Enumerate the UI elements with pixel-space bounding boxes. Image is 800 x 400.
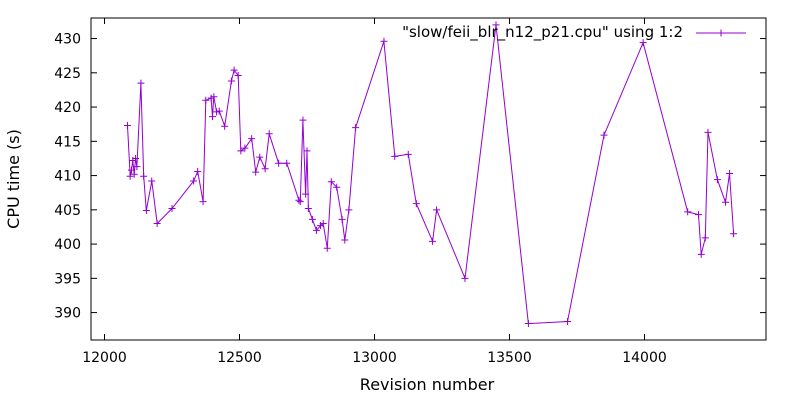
data-point — [722, 198, 729, 206]
legend-label: "slow/feii_blr_n12_p21.cpu" using 1:2 — [402, 23, 683, 42]
data-point — [230, 66, 238, 74]
legend-marker — [717, 29, 725, 37]
data-point — [194, 167, 202, 175]
data-point — [345, 206, 353, 214]
x-tick-label: 13500 — [487, 350, 532, 366]
data-point — [391, 152, 399, 160]
data-point — [215, 107, 223, 115]
x-tick-label: 12000 — [82, 350, 127, 366]
data-point — [299, 116, 307, 124]
data-point — [461, 274, 469, 282]
legend: "slow/feii_blr_n12_p21.cpu" using 1:2 — [402, 23, 746, 42]
data-point — [265, 130, 273, 138]
data-point — [199, 198, 207, 206]
data-point — [148, 177, 156, 185]
data-point — [327, 178, 335, 186]
data-point — [308, 215, 316, 223]
series-markers — [123, 21, 738, 328]
data-point — [312, 226, 320, 234]
y-tick-label: 425 — [54, 66, 81, 82]
data-point — [137, 79, 145, 87]
data-point — [701, 234, 709, 242]
data-point — [333, 183, 341, 191]
data-point — [256, 153, 264, 161]
data-point — [303, 147, 311, 155]
y-tick-label: 390 — [54, 306, 81, 322]
y-axis-title: CPU time (s) — [4, 129, 23, 229]
data-point — [234, 72, 242, 80]
data-point — [241, 144, 249, 152]
data-point — [237, 147, 245, 155]
data-point — [704, 128, 712, 136]
x-tick-label: 13000 — [352, 350, 397, 366]
series-line — [127, 24, 735, 325]
data-point — [338, 215, 346, 223]
data-point — [132, 154, 140, 162]
data-point — [304, 204, 312, 212]
data-point — [524, 320, 532, 328]
data-point — [227, 77, 235, 85]
data-point — [142, 207, 150, 215]
data-point — [713, 176, 721, 184]
data-point — [404, 150, 412, 158]
data-point — [168, 204, 176, 212]
data-point — [564, 318, 572, 326]
data-point — [684, 208, 692, 216]
y-tick-label: 430 — [54, 32, 81, 48]
y-tick-label: 415 — [54, 134, 81, 150]
data-point — [726, 170, 734, 178]
x-axis-title: Revision number — [360, 375, 495, 394]
data-point — [380, 37, 388, 45]
data-point — [190, 177, 198, 185]
data-point — [639, 39, 647, 47]
y-tick-label: 410 — [54, 169, 81, 185]
data-point — [600, 131, 608, 139]
data-point — [202, 96, 210, 104]
x-tick-label: 12500 — [217, 350, 262, 366]
axis-ticks — [91, 18, 766, 340]
data-point — [412, 200, 420, 208]
y-tick-label: 405 — [54, 203, 81, 219]
data-point — [140, 172, 148, 180]
data-point — [341, 236, 349, 244]
data-point — [123, 122, 131, 130]
data-point — [209, 113, 216, 121]
data-point — [319, 220, 327, 228]
data-point — [126, 172, 134, 180]
data-point — [283, 159, 291, 167]
data-point — [697, 250, 705, 258]
data-point — [248, 135, 256, 143]
data-point — [221, 122, 229, 130]
data-point — [295, 196, 303, 204]
data-point — [323, 244, 331, 252]
data-point — [492, 21, 500, 29]
data-point — [133, 163, 141, 171]
data-point — [252, 168, 260, 176]
data-point — [296, 198, 304, 206]
data-point — [130, 170, 138, 178]
data-point — [261, 165, 269, 173]
data-point — [695, 211, 702, 219]
data-point — [128, 166, 135, 174]
tick-labels: 12000 12500 13000 13500 14000 390 395 400 405 410… — [54, 32, 667, 366]
y-tick-label: 395 — [54, 271, 81, 287]
data-point — [275, 159, 283, 167]
data-point — [352, 124, 360, 132]
data-point — [210, 93, 218, 101]
y-tick-label: 400 — [54, 237, 81, 253]
data-point — [429, 237, 437, 245]
data-point — [302, 190, 310, 198]
y-tick-label: 420 — [54, 100, 81, 116]
legend-marker-plus — [717, 29, 725, 37]
x-tick-label: 14000 — [622, 350, 667, 366]
data-point — [433, 206, 441, 214]
data-point — [153, 220, 161, 228]
plot-frame — [90, 17, 767, 341]
data-point — [730, 230, 738, 238]
